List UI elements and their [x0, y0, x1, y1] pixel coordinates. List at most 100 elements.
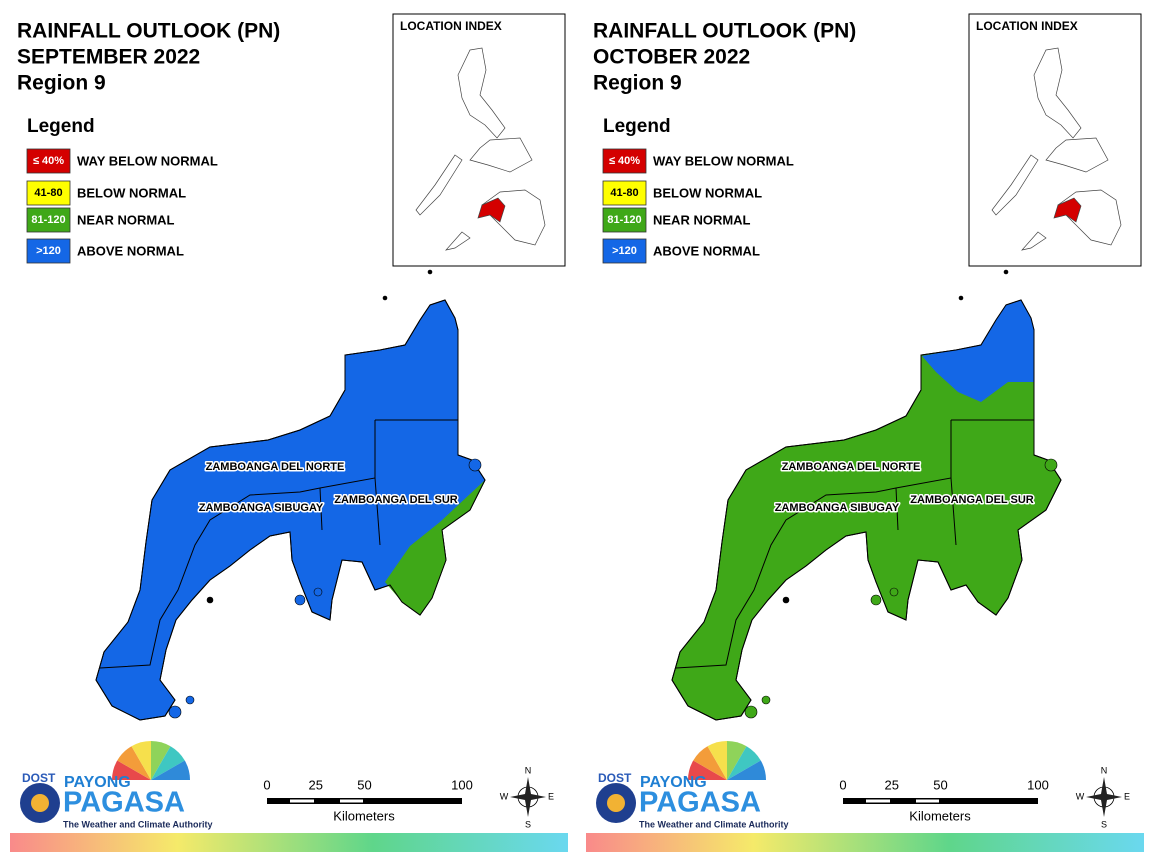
legend-label: ABOVE NORMAL: [77, 243, 184, 258]
sulu: [445, 231, 471, 251]
scale-bar: [843, 798, 1038, 804]
map-period: OCTOBER 2022: [593, 46, 750, 69]
map-region: Region 9: [17, 72, 106, 95]
location-index-map: [415, 47, 546, 251]
scale-segment: [866, 799, 890, 803]
legend-swatch: [26, 148, 71, 174]
legend-swatch: [26, 238, 71, 264]
legend-label: NEAR NORMAL: [77, 212, 175, 227]
compass-star: [1086, 777, 1122, 817]
logo-seal-inner: [31, 794, 49, 812]
scale-segment: [340, 799, 363, 803]
island: [382, 295, 388, 301]
island: [744, 705, 758, 719]
compass-n: N: [1101, 765, 1108, 775]
umbrella-panel: [112, 760, 151, 780]
province-boundaries: [99, 419, 458, 669]
visayas: [469, 137, 533, 173]
umbrella-panel: [151, 746, 185, 780]
umbrella-panel: [131, 741, 151, 780]
province-label: ZAMBOANGA SIBUGAY: [199, 502, 324, 514]
legend-range: 41-80: [610, 187, 638, 199]
region-map: [95, 269, 486, 721]
legend-label: BELOW NORMAL: [653, 185, 762, 200]
map-panel: RAINFALL OUTLOOK (PN) SEPTEMBER 2022 Regio…: [10, 13, 568, 852]
map-title: RAINFALL OUTLOOK (PN): [593, 20, 856, 43]
province-label: ZAMBOANGA DEL NORTE: [206, 461, 345, 473]
legend-swatch: [602, 238, 647, 264]
compass-e: E: [548, 791, 554, 801]
province-boundaries: [675, 419, 1034, 669]
legend-range: >120: [36, 245, 61, 257]
island: [185, 695, 195, 705]
island: [889, 587, 899, 597]
boundary: [374, 477, 381, 546]
location-index-title: LOCATION INDEX: [400, 19, 502, 33]
legend-swatch: [602, 148, 647, 174]
map-region: Region 9: [593, 72, 682, 95]
visayas: [1045, 137, 1109, 173]
compass-n: N: [525, 765, 532, 775]
legend-range: >120: [612, 245, 637, 257]
island: [1003, 269, 1009, 275]
region-outline-edge: [95, 299, 486, 721]
compass-s: S: [525, 819, 531, 829]
legend-range: ≤ 40%: [33, 155, 64, 167]
outlook-zone: [385, 480, 485, 615]
scale-segment: [916, 799, 939, 803]
island: [427, 269, 433, 275]
compass-e: E: [1124, 791, 1130, 801]
legend-swatch: [602, 207, 647, 233]
footer-strip: [10, 833, 568, 852]
boundary: [319, 487, 323, 531]
compass-star: [510, 777, 546, 817]
legend-label: WAY BELOW NORMAL: [653, 153, 794, 168]
island: [761, 695, 771, 705]
scale-unit: Kilometers: [333, 808, 395, 823]
map-period: SEPTEMBER 2022: [17, 46, 200, 69]
boundary: [675, 420, 952, 669]
legend-label: ABOVE NORMAL: [653, 243, 760, 258]
umbrella-panel: [727, 746, 761, 780]
outlook-zone: [922, 300, 1034, 402]
legend-label: NEAR NORMAL: [653, 212, 751, 227]
scale-tick-label: 100: [451, 777, 473, 792]
region-map: [671, 269, 1062, 721]
umbrella-panel: [707, 741, 727, 780]
scale-segment: [290, 799, 314, 803]
island: [168, 705, 182, 719]
compass-s: S: [1101, 819, 1107, 829]
island: [870, 594, 882, 606]
umbrella-panel: [151, 760, 190, 780]
boundary: [895, 487, 899, 531]
province-label: ZAMBOANGA SIBUGAY: [775, 502, 900, 514]
logo-tagline: The Weather and Climate Authority: [63, 819, 213, 829]
island: [1044, 458, 1058, 472]
palawan: [991, 154, 1039, 216]
island: [206, 596, 214, 604]
map-title: RAINFALL OUTLOOK (PN): [17, 20, 280, 43]
legend-range: 81-120: [607, 214, 641, 226]
island: [958, 295, 964, 301]
logo-name: PAYONG: [640, 774, 707, 791]
compass-rose: N E S W: [1076, 765, 1130, 829]
luzon: [1033, 47, 1082, 139]
scale-tick-label: 25: [885, 777, 899, 792]
region-outline-edge: [671, 299, 1062, 721]
logo-seal-inner: [607, 794, 625, 812]
umbrella-panel: [151, 741, 171, 780]
boundary: [950, 477, 957, 546]
boundary: [99, 420, 376, 669]
legend-label: BELOW NORMAL: [77, 185, 186, 200]
legend-swatch: [26, 180, 71, 206]
island: [313, 587, 323, 597]
logo-brand: PAGASA: [63, 787, 185, 819]
scale-tick-label: 50: [357, 777, 371, 792]
logo-agency: DOST: [22, 771, 56, 785]
luzon: [457, 47, 506, 139]
umbrella-panel: [117, 746, 151, 780]
logo-agency: DOST: [598, 771, 632, 785]
